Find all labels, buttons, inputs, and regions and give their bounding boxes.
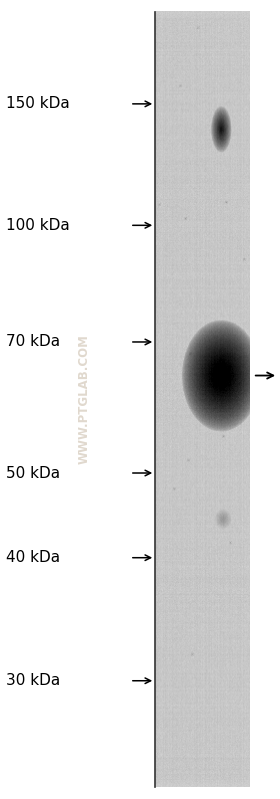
Text: WWW.PTGLAB.COM: WWW.PTGLAB.COM bbox=[78, 335, 90, 464]
Text: 100 kDa: 100 kDa bbox=[6, 218, 69, 233]
Text: 50 kDa: 50 kDa bbox=[6, 466, 60, 480]
Text: 40 kDa: 40 kDa bbox=[6, 551, 60, 565]
Text: 150 kDa: 150 kDa bbox=[6, 97, 69, 111]
Text: 30 kDa: 30 kDa bbox=[6, 674, 60, 688]
Text: 70 kDa: 70 kDa bbox=[6, 335, 60, 349]
